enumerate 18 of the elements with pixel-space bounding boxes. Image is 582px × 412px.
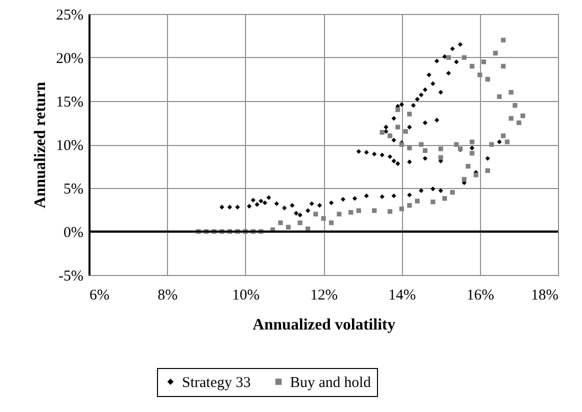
- x-tick-label: 18%: [531, 288, 558, 304]
- x-tick-label: 8%: [158, 288, 178, 304]
- legend-label: Buy and hold: [290, 374, 372, 391]
- y-tick-label: 25%: [56, 8, 84, 24]
- x-tick-label: 10%: [232, 288, 260, 304]
- x-axis-title: Annualized volatility: [252, 316, 396, 334]
- y-axis-title: Annualized return: [32, 82, 50, 208]
- y-tick-label: -5%: [58, 268, 84, 284]
- y-tick-label: 10%: [56, 138, 84, 154]
- y-tick-label: 5%: [64, 182, 84, 198]
- y-tick-label: 15%: [56, 94, 84, 110]
- x-tick-label: 12%: [310, 288, 338, 304]
- y-tick-label: 20%: [56, 51, 84, 67]
- legend-label: Strategy 33: [182, 374, 251, 391]
- y-tick-label: 0%: [64, 225, 84, 241]
- x-tick-label: 14%: [388, 288, 416, 304]
- x-tick-label: 6%: [90, 288, 110, 304]
- x-tick-label: 16%: [466, 288, 494, 304]
